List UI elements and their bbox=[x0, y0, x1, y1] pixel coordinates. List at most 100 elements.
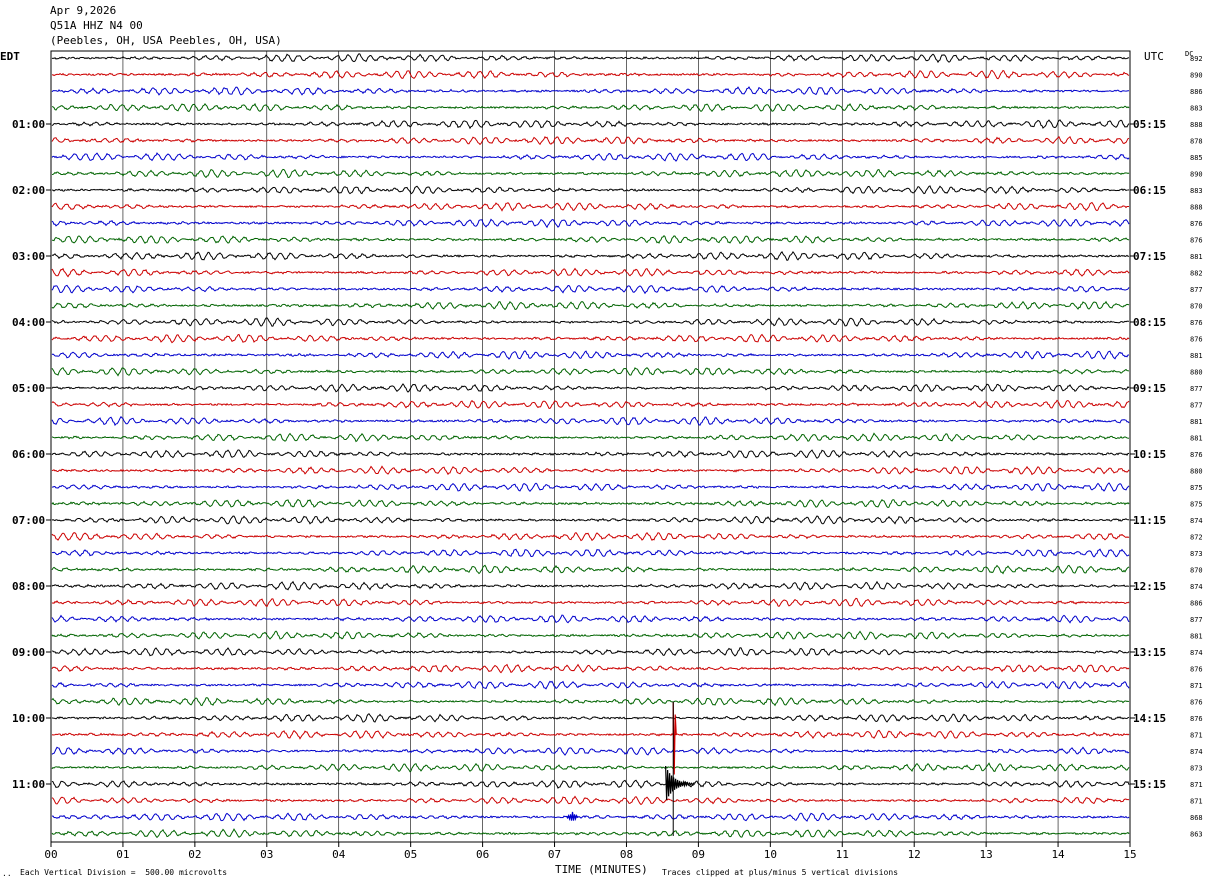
utc-time-label: 14:15 bbox=[1133, 712, 1166, 725]
x-tick-label: 13 bbox=[980, 848, 993, 861]
dc-value: 876 bbox=[1190, 220, 1203, 228]
seismic-trace bbox=[51, 680, 1130, 690]
trace-group bbox=[51, 53, 1130, 839]
seismic-trace bbox=[51, 152, 1130, 162]
seismic-trace bbox=[51, 185, 1130, 195]
x-tick-label: 05 bbox=[404, 848, 417, 861]
seismic-trace bbox=[51, 795, 1130, 806]
seismic-trace bbox=[51, 317, 1130, 327]
seismic-trace bbox=[51, 729, 1130, 740]
dc-header-label: DC bbox=[1185, 50, 1193, 58]
utc-time-label: 15:15 bbox=[1133, 778, 1166, 791]
label-group: 00 01 02 03 04 05 06 07 08 09 10 11 12 13 14 15 892 890 88… bbox=[0, 50, 1203, 861]
edt-time-label: 04:00 bbox=[12, 316, 45, 329]
seismic-trace bbox=[51, 779, 1130, 789]
dc-value: 890 bbox=[1190, 171, 1203, 179]
dc-value: 878 bbox=[1190, 138, 1203, 146]
dc-value: 888 bbox=[1190, 121, 1203, 129]
seismic-trace bbox=[51, 663, 1130, 674]
utc-time-label: 09:15 bbox=[1133, 382, 1166, 395]
dc-value: 890 bbox=[1190, 72, 1203, 80]
edt-time-label: 09:00 bbox=[12, 646, 45, 659]
corner-mark: ·· bbox=[2, 871, 12, 880]
x-tick-label: 06 bbox=[476, 848, 489, 861]
edt-time-label: 11:00 bbox=[12, 778, 45, 791]
utc-time-label: 07:15 bbox=[1133, 250, 1166, 263]
x-axis-title: TIME (MINUTES) bbox=[555, 863, 648, 876]
utc-time-label: 05:15 bbox=[1133, 118, 1166, 131]
utc-time-label: 10:15 bbox=[1133, 448, 1166, 461]
dc-value: 876 bbox=[1190, 666, 1203, 674]
seismic-trace bbox=[51, 614, 1130, 624]
dc-value: 876 bbox=[1190, 699, 1203, 707]
dc-value: 886 bbox=[1190, 600, 1203, 608]
location-label: (Peebles, OH, USA Peebles, OH, USA) bbox=[50, 34, 282, 47]
seismic-trace bbox=[51, 267, 1130, 278]
seismic-trace bbox=[51, 713, 1130, 723]
edt-time-label: 06:00 bbox=[12, 448, 45, 461]
dc-value: 876 bbox=[1190, 319, 1203, 327]
dc-value: 875 bbox=[1190, 501, 1203, 509]
seismic-trace bbox=[51, 482, 1130, 492]
seismic-trace bbox=[51, 465, 1130, 476]
dc-value: 874 bbox=[1190, 649, 1203, 657]
seismic-trace bbox=[51, 762, 1130, 773]
seismic-trace bbox=[51, 697, 1130, 707]
seismic-trace bbox=[51, 333, 1130, 344]
seismic-trace bbox=[51, 250, 1130, 261]
utc-time-label: 06:15 bbox=[1133, 184, 1166, 197]
x-tick-label: 02 bbox=[188, 848, 201, 861]
dc-value: 872 bbox=[1190, 534, 1203, 542]
seismic-trace bbox=[51, 350, 1130, 360]
dc-value: 877 bbox=[1190, 402, 1203, 410]
dc-value: 876 bbox=[1190, 715, 1203, 723]
seismic-trace bbox=[51, 828, 1130, 839]
dc-value: 892 bbox=[1190, 55, 1203, 63]
left-timezone-label: EDT bbox=[0, 50, 20, 63]
dc-value: 877 bbox=[1190, 385, 1203, 393]
seismic-trace bbox=[51, 168, 1130, 179]
seismic-trace bbox=[51, 498, 1130, 509]
seismic-trace bbox=[51, 449, 1130, 459]
dc-value: 885 bbox=[1190, 154, 1203, 162]
dc-value: 871 bbox=[1190, 798, 1203, 806]
dc-value: 873 bbox=[1190, 550, 1203, 558]
x-tick-label: 10 bbox=[764, 848, 777, 861]
seismic-trace bbox=[51, 86, 1129, 96]
utc-time-label: 08:15 bbox=[1133, 316, 1166, 329]
dc-value: 883 bbox=[1190, 105, 1203, 113]
x-tick-label: 01 bbox=[116, 848, 129, 861]
seismic-trace bbox=[51, 564, 1130, 575]
seismic-trace bbox=[51, 746, 1130, 756]
x-tick-label: 11 bbox=[836, 848, 849, 861]
seismic-trace bbox=[51, 218, 1130, 229]
dc-value: 863 bbox=[1190, 831, 1203, 839]
edt-time-label: 01:00 bbox=[12, 118, 45, 131]
x-tick-label: 07 bbox=[548, 848, 561, 861]
seismic-trace bbox=[51, 647, 1130, 657]
x-tick-label: 09 bbox=[692, 848, 705, 861]
dc-value: 881 bbox=[1190, 253, 1203, 261]
edt-time-label: 08:00 bbox=[12, 580, 45, 593]
seismic-trace bbox=[51, 69, 1130, 80]
seismic-trace bbox=[51, 284, 1130, 295]
dc-value: 870 bbox=[1190, 303, 1203, 311]
dc-value: 875 bbox=[1190, 484, 1203, 492]
seismic-trace bbox=[51, 415, 1130, 427]
utc-time-label: 13:15 bbox=[1133, 646, 1166, 659]
dc-value: 883 bbox=[1190, 187, 1203, 195]
edt-time-label: 10:00 bbox=[12, 712, 45, 725]
station-label: Q51A HHZ N4 00 bbox=[50, 19, 143, 32]
seismic-trace bbox=[51, 531, 1130, 542]
seismic-trace bbox=[51, 630, 1130, 641]
utc-time-label: 12:15 bbox=[1133, 580, 1166, 593]
clip-note: Traces clipped at plus/minus 5 vertical … bbox=[662, 868, 899, 877]
dc-value: 888 bbox=[1190, 204, 1203, 212]
edt-time-label: 02:00 bbox=[12, 184, 45, 197]
dc-value: 881 bbox=[1190, 435, 1203, 443]
dc-value: 876 bbox=[1190, 237, 1203, 245]
dc-value: 871 bbox=[1190, 781, 1203, 789]
dc-value: 882 bbox=[1190, 270, 1203, 278]
seismic-trace bbox=[51, 432, 1130, 443]
dc-value: 874 bbox=[1190, 517, 1203, 525]
